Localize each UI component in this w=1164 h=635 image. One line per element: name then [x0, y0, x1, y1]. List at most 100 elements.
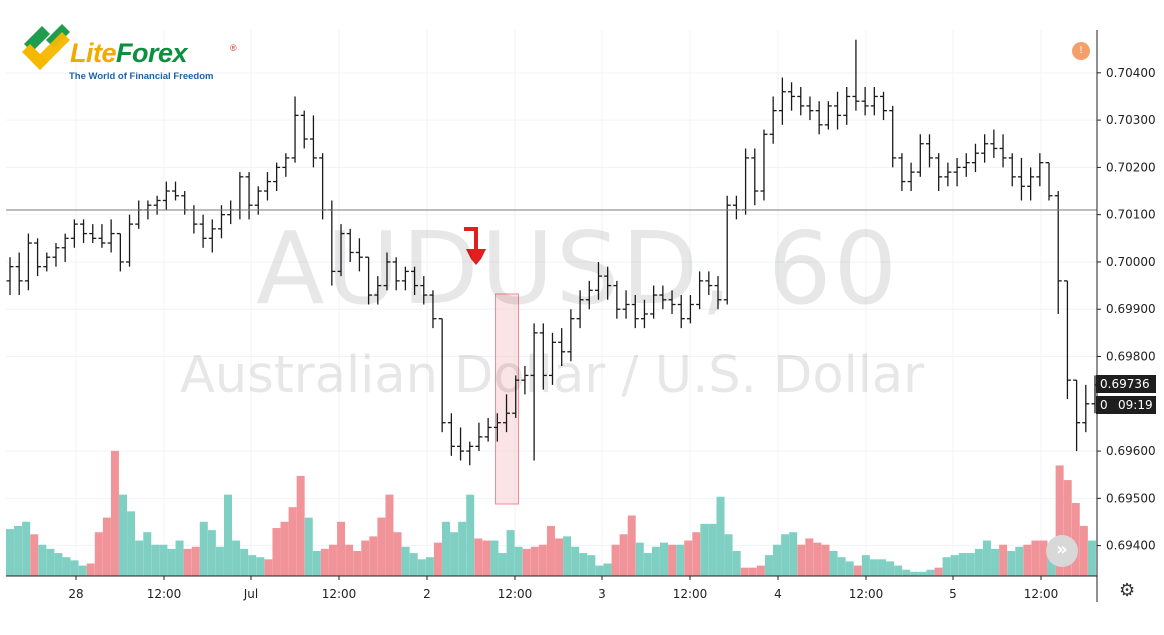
countdown-prefix: 0 [1100, 398, 1108, 412]
ohlc-bar [89, 224, 97, 244]
volume-bar [442, 521, 450, 576]
time-tick-label: 12:00 [147, 587, 182, 601]
ohlc-bar [1036, 153, 1044, 187]
ohlc-bar [714, 276, 722, 310]
alert-badge-icon[interactable]: ! [1072, 42, 1090, 60]
volume-bar [692, 532, 701, 576]
volume-bar [676, 544, 685, 576]
time-tick-label: 4 [774, 587, 782, 601]
time-tick-label: 28 [68, 587, 83, 601]
volume-bar [668, 544, 677, 576]
scroll-to-realtime-button[interactable]: » [1046, 535, 1078, 567]
ohlc-bar [889, 105, 897, 168]
volume-bar [555, 538, 564, 576]
volume-bar [199, 521, 208, 576]
volume-bar [1023, 544, 1032, 576]
ohlc-bar [990, 129, 998, 158]
volume-bar [861, 555, 870, 576]
volume-bar [756, 565, 765, 576]
ohlc-bar [1045, 162, 1053, 201]
volume-bar [167, 548, 176, 576]
ohlc-bar [778, 77, 786, 125]
volume-bar [958, 553, 967, 576]
time-tick-label: 2 [423, 587, 431, 601]
volume-bar [1087, 540, 1096, 576]
ohlc-bar [43, 252, 51, 272]
volume-bar [1079, 525, 1088, 576]
volume-bar [369, 536, 378, 576]
volume-bar [902, 569, 911, 576]
volume-bar [135, 540, 144, 576]
brand-logo: LiteForex ® The World of Financial Freed… [18, 16, 248, 88]
volume-bar [530, 546, 539, 576]
ohlc-bar [493, 413, 501, 442]
volume-bar [684, 540, 693, 576]
volume-bar [94, 532, 103, 576]
ohlc-bar [1082, 384, 1090, 433]
ohlc-bar [742, 148, 750, 215]
gear-icon[interactable]: ⚙ [1119, 580, 1136, 601]
volume-bar [264, 559, 273, 576]
price-tick-label: 0.69500 [1106, 491, 1156, 505]
time-tick-label: 5 [949, 587, 957, 601]
volume-bar [296, 475, 305, 576]
volume-bar [829, 550, 838, 576]
ohlc-bar [604, 266, 612, 300]
ohlc-bar [686, 295, 694, 324]
volume-bar [748, 567, 757, 576]
time-axis[interactable]: 28 12:00 Jul 12:00 2 12:00 3 12:00 4 12:00 5 12:00 [68, 576, 1058, 601]
ohlc-bar [696, 271, 704, 310]
volume-bar [498, 553, 507, 576]
ohlc-bar [374, 276, 382, 305]
ohlc-series [6, 39, 1099, 466]
price-axis[interactable]: 0.70400 0.70300 0.70200 0.70100 0.70000 0.699… [1097, 66, 1156, 553]
time-tick-label: 12:00 [498, 587, 533, 601]
volume-bar [54, 553, 63, 576]
volume-bar [643, 553, 652, 576]
ohlc-bar [631, 295, 639, 329]
volume-bar [191, 546, 200, 576]
volume-bar [813, 542, 822, 576]
volume-bar [425, 557, 434, 576]
ohlc-bar [70, 219, 78, 248]
volume-bar [546, 525, 555, 576]
volume-bar [320, 548, 329, 576]
volume-bar [506, 530, 515, 576]
volume-bar [433, 542, 442, 576]
time-tick-label: 12:00 [322, 587, 357, 601]
volume-bar [466, 494, 475, 576]
volume-bar [740, 567, 749, 576]
volume-bar [934, 567, 943, 576]
ohlc-bar [925, 134, 933, 168]
ohlc-bar [834, 91, 842, 130]
ohlc-bar [953, 157, 961, 187]
arrow-shape [464, 227, 486, 265]
ohlc-bar [723, 195, 731, 305]
volume-bar [288, 507, 297, 576]
volume-bar [280, 521, 289, 576]
ohlc-bar [236, 172, 244, 220]
volume-bar [966, 553, 975, 576]
time-tick-label: Jul [243, 587, 258, 601]
ohlc-bar [640, 299, 648, 329]
volume-bar [1031, 540, 1040, 576]
ohlc-bar [208, 219, 216, 253]
ohlc-bar [530, 323, 538, 461]
volume-bar [401, 546, 410, 576]
logo-mark-icon [22, 24, 70, 70]
volume-bar [183, 548, 192, 576]
volume-bar [732, 550, 741, 576]
ohlc-bar [52, 243, 60, 267]
volume-bar [159, 544, 168, 576]
ohlc-bar [944, 162, 952, 187]
ohlc-bar [337, 224, 345, 277]
volume-bar [587, 555, 596, 576]
volume-bar [1015, 546, 1024, 576]
ohlc-bar [870, 87, 878, 116]
ohlc-bar [971, 143, 979, 173]
ohlc-bar [457, 427, 465, 461]
ohlc-bar [567, 309, 575, 362]
ohlc-bar [585, 280, 593, 310]
volume-bar [538, 544, 547, 576]
